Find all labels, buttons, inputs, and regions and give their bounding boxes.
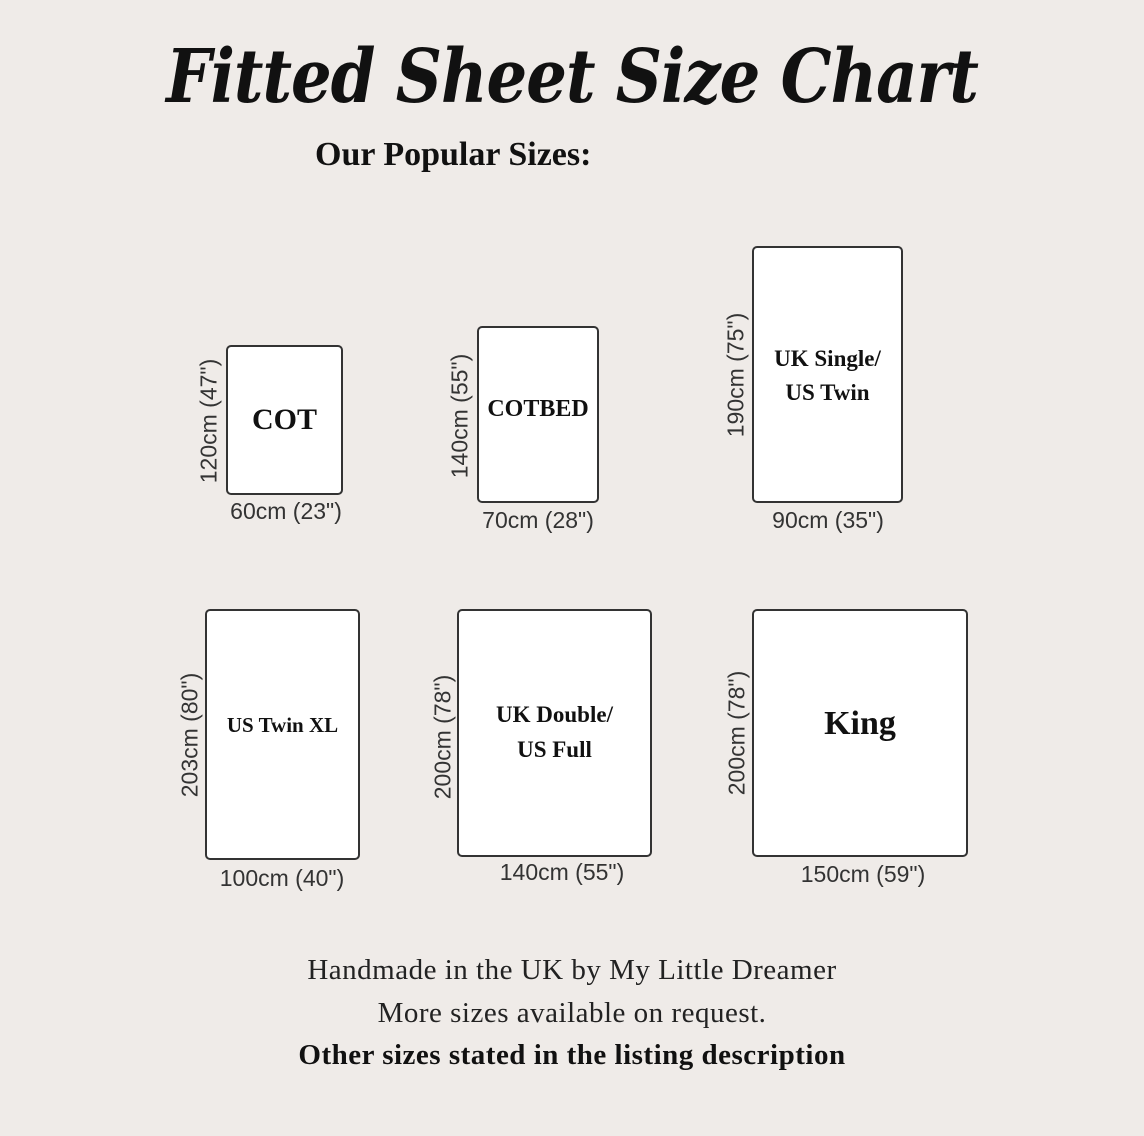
width-label: 150cm (59") [800, 861, 926, 887]
size-box-cot: COT [226, 345, 343, 495]
length-label: 190cm (75") [722, 312, 749, 438]
size-name-line1: UK Single/ [774, 346, 881, 371]
size-name: King [824, 705, 896, 742]
size-box-king: King [752, 609, 968, 857]
size-name: US Twin XL [226, 713, 339, 737]
footer-line-1: Handmade in the UK by My Little Dreamer [307, 954, 837, 986]
size-box-uk-single: UK Single/US Twin [752, 246, 903, 503]
width-label: 60cm (23") [230, 498, 342, 524]
length-label: 120cm (47") [195, 358, 222, 484]
size-name-line2: US Twin [785, 380, 870, 405]
width-label: 140cm (55") [499, 859, 625, 885]
subtitle: Our Popular Sizes: [315, 136, 592, 173]
width-label: 90cm (35") [772, 507, 884, 533]
chart-title: Fitted Sheet Size Chart [166, 34, 979, 121]
size-box-cotbed: COTBED [477, 326, 599, 503]
size-box-uk-double: UK Double/US Full [457, 609, 652, 857]
length-label: 140cm (55") [446, 353, 473, 479]
size-name: COTBED [487, 396, 589, 422]
size-name-line2: US Full [517, 737, 592, 762]
footer-line-3: Other sizes stated in the listing descri… [298, 1039, 846, 1071]
footer-line-2: More sizes available on request. [377, 997, 767, 1029]
size-name-line1: UK Double/ [496, 702, 613, 727]
width-label: 100cm (40") [219, 865, 345, 891]
width-label: 70cm (28") [482, 507, 594, 533]
length-label: 203cm (80") [176, 672, 203, 798]
length-label: 200cm (78") [429, 674, 456, 800]
size-box-us-twin-xl: US Twin XL [205, 609, 360, 860]
length-label: 200cm (78") [723, 670, 750, 796]
size-name: COT [251, 403, 317, 436]
